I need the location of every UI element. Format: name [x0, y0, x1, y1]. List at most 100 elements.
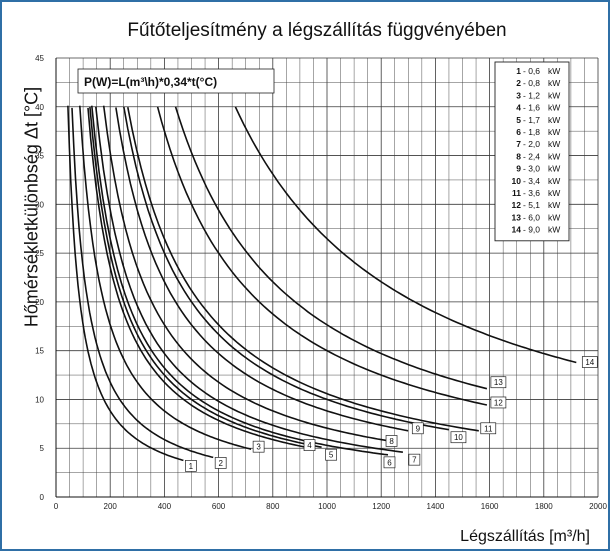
- legend-entry-power: - 1,8: [523, 127, 540, 137]
- chart-title: Fűtőteljesítmény a légszállítás függvény…: [127, 20, 507, 41]
- legend-entry-unit: kW: [548, 66, 560, 76]
- legend-entry-power: - 3,6: [523, 188, 540, 198]
- series-curve-14: [234, 106, 577, 364]
- x-tick-label: 0: [54, 502, 59, 511]
- formula-box-frame: [77, 68, 275, 94]
- x-tick-label: 200: [104, 502, 118, 511]
- legend-entry-unit: kW: [548, 127, 560, 137]
- legend-entry-power: - 1,7: [523, 115, 540, 125]
- series-curve-7: [95, 106, 404, 453]
- series-end-label: 1: [189, 462, 194, 471]
- y-tick-label: 5: [40, 444, 45, 453]
- legend-entry-number: 1: [516, 66, 521, 76]
- series-end-label-box: [490, 376, 507, 389]
- tick-labels: 0 200 400 600 800 1000 1200 1400 1600 1800 2000051…: [35, 54, 607, 511]
- legend-entry-unit: kW: [548, 115, 560, 125]
- series-end-label-box: [252, 440, 265, 453]
- legend-entry-number: 10: [512, 176, 522, 186]
- series-end-label-box: [408, 453, 421, 466]
- series-end-label: 9: [416, 424, 421, 433]
- legend-entry-power: - 3,4: [523, 176, 540, 186]
- legend-frame: [494, 61, 570, 242]
- legend-entry-power: - 0,6: [523, 66, 540, 76]
- series-end-label-box: [490, 396, 507, 409]
- series-curve-9: [115, 107, 409, 432]
- series-end-label-box: [303, 439, 316, 451]
- x-tick-label: 1000: [318, 502, 336, 511]
- legend-entry-power: - 3,0: [523, 164, 540, 174]
- series-end-label: 6: [387, 458, 392, 467]
- legend-entry-unit: kW: [548, 151, 560, 161]
- legend-entry-power: - 1,6: [523, 103, 540, 113]
- series-curve-8: [102, 105, 393, 443]
- y-tick-label: 25: [35, 249, 44, 258]
- x-tick-label: 800: [266, 502, 280, 511]
- y-tick-label: 15: [35, 347, 44, 356]
- x-tick-label: 1800: [535, 502, 553, 511]
- formula-text: P(W)=L(m³\h)*0,34*t(°C): [84, 75, 217, 89]
- legend-entry-power: - 9,0: [523, 225, 540, 235]
- legend-entry-unit: kW: [548, 188, 560, 198]
- series-curve-4: [87, 107, 309, 449]
- grid-lines: [55, 57, 599, 498]
- legend-entry-number: 13: [512, 212, 522, 222]
- y-tick-label: 40: [35, 103, 44, 112]
- series-end-label: 13: [494, 378, 503, 387]
- series-end-label: 14: [585, 358, 594, 367]
- series-curve-13: [174, 106, 488, 390]
- series-end-label: 4: [307, 441, 312, 450]
- legend-entry-unit: kW: [548, 78, 560, 88]
- legend-entry-unit: kW: [548, 139, 560, 149]
- legend-entry-number: 9: [516, 164, 521, 174]
- series-end-label-box: [185, 460, 197, 472]
- x-tick-label: 400: [158, 502, 172, 511]
- series-end-label: 11: [484, 424, 493, 433]
- legend-entry-power: - 6,0: [523, 212, 540, 222]
- legend-entry-power: - 1,2: [523, 90, 540, 100]
- series-end-label: 8: [389, 437, 394, 446]
- legend-entry-power: - 2,4: [523, 151, 540, 161]
- series-curve-1: [67, 105, 184, 462]
- legend-entry-number: 4: [516, 103, 521, 113]
- legend-entry-power: - 0,8: [523, 78, 540, 88]
- y-tick-label: 35: [35, 152, 44, 161]
- y-tick-label: 45: [35, 54, 44, 63]
- series-end-label: 2: [218, 459, 223, 468]
- x-tick-label: 600: [212, 502, 226, 511]
- legend-entry-number: 7: [516, 139, 521, 149]
- legend: 1- 0,6 kW 2- 0,8 kW 3- 1,2 kW 4- 1,6 kW 5- 1,7 kW…: [494, 61, 570, 242]
- series-end-label-box: [480, 422, 497, 435]
- series-curve-11: [127, 107, 479, 432]
- series-curve-2: [71, 107, 214, 459]
- legend-entry-unit: kW: [548, 200, 560, 210]
- series-end-label: 10: [454, 433, 463, 442]
- series-curve-3: [79, 105, 252, 450]
- legend-entry-unit: kW: [548, 164, 560, 174]
- legend-entry-number: 14: [512, 225, 522, 235]
- series-curve-10: [123, 106, 450, 431]
- legend-entry-number: 8: [516, 151, 521, 161]
- series-end-label: 12: [494, 398, 503, 407]
- y-tick-label: 10: [35, 395, 44, 404]
- series-end-label-box: [325, 448, 337, 461]
- axes: [55, 58, 598, 498]
- series-end-label-box: [214, 457, 227, 469]
- x-tick-label: 1200: [372, 502, 390, 511]
- series-end-label: 5: [329, 451, 334, 460]
- legend-entry-number: 3: [516, 90, 521, 100]
- legend-entry-number: 6: [516, 127, 521, 137]
- y-tick-label: 20: [35, 298, 44, 307]
- series-end-label-box: [385, 435, 398, 447]
- legend-entry-power: - 2,0: [523, 139, 540, 149]
- series-curves: [67, 105, 577, 462]
- legend-entry-unit: kW: [548, 176, 560, 186]
- legend-entry-unit: kW: [548, 212, 560, 222]
- series-curve-12: [156, 106, 488, 406]
- legend-entry-power: - 5,1: [523, 200, 540, 210]
- series-end-label-box: [411, 422, 424, 435]
- series-end-label: 3: [256, 443, 261, 452]
- legend-entry-unit: kW: [548, 103, 560, 113]
- x-tick-label: 2000: [589, 502, 607, 511]
